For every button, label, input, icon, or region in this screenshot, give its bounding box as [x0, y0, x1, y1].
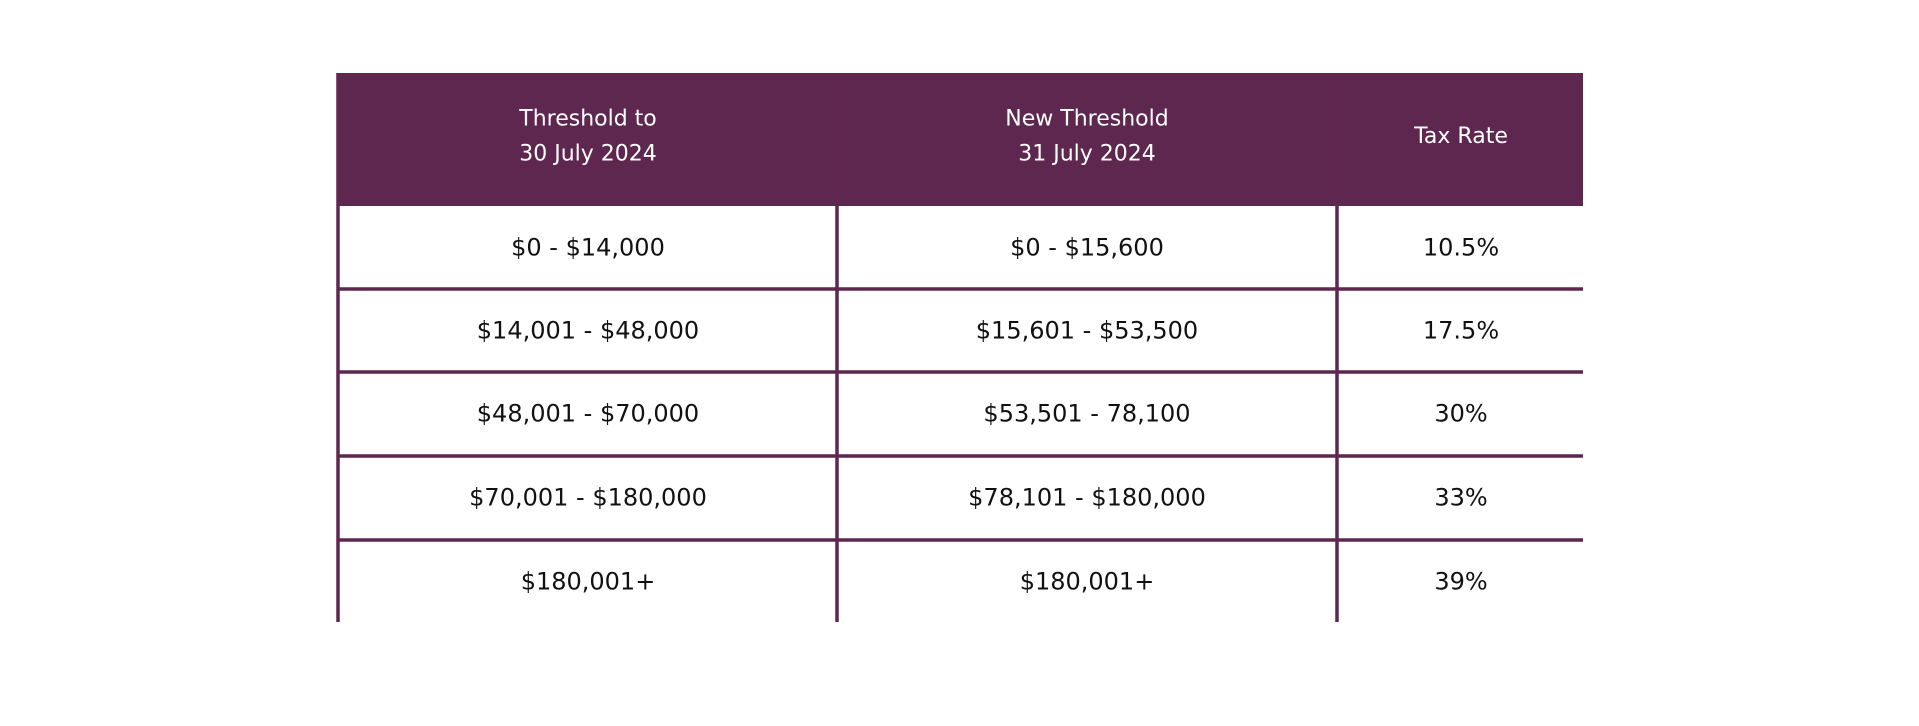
header-text: 31 July 2024 — [1018, 142, 1156, 167]
cell-text: 39% — [1434, 568, 1487, 596]
cell-text: $15,601 - $53,500 — [976, 317, 1198, 345]
cell-text: 33% — [1434, 484, 1487, 512]
cell-text: $0 - $15,600 — [1010, 234, 1164, 262]
cell-text: $180,001+ — [1020, 568, 1155, 596]
cell-text: $0 - $14,000 — [511, 234, 665, 262]
cell-text: $180,001+ — [521, 568, 656, 596]
cell-text: 30% — [1434, 400, 1487, 428]
cell-text: $48,001 - $70,000 — [477, 400, 699, 428]
cell-text: $78,101 - $180,000 — [968, 484, 1206, 512]
cell-text: $53,501 - 78,100 — [983, 400, 1190, 428]
header-text: Threshold to — [518, 107, 657, 132]
table-borders — [336, 73, 1583, 622]
cell-text: $70,001 - $180,000 — [469, 484, 707, 512]
cell-text: 10.5% — [1423, 234, 1499, 262]
cell-text: 17.5% — [1423, 317, 1499, 345]
header-text: Tax Rate — [1413, 124, 1508, 149]
cell-text: $14,001 - $48,000 — [477, 317, 699, 345]
header-text: New Threshold — [1005, 107, 1168, 132]
header-background — [338, 73, 1583, 206]
header-text: 30 July 2024 — [519, 142, 657, 167]
